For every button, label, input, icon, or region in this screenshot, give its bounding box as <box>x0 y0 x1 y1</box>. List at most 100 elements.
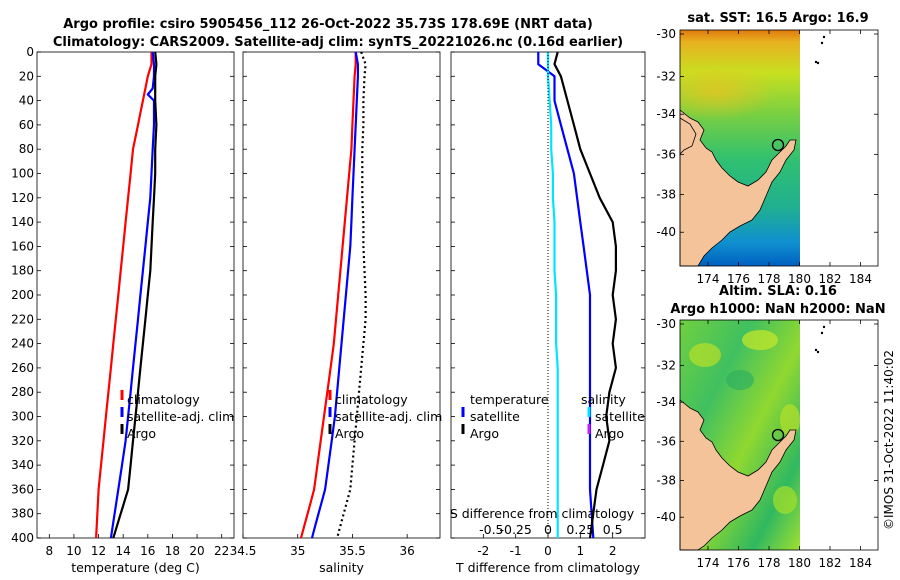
legend-label: satellite-adj. clim <box>127 409 234 424</box>
map-y-tick-label: -40 <box>656 225 676 239</box>
map-x-tick-label: 184 <box>849 556 872 570</box>
legend-title-salinity: salinity <box>581 392 626 407</box>
map-y-tick-label: -38 <box>656 473 676 487</box>
map2-frame <box>679 319 879 551</box>
series-satellite-adj-clim <box>310 51 359 539</box>
legend-label: satellite-adj. clim <box>335 409 442 424</box>
map-y-tick-label: -40 <box>656 510 676 524</box>
x-tick-label: 36 <box>400 544 415 558</box>
panel-2: -2 -1 0 1 2 T difference from climatology temp… <box>450 51 646 575</box>
y-tick-label: 200 <box>11 288 34 302</box>
map-y-tick-label: -30 <box>656 317 676 331</box>
map-x-tick-label: 180 <box>788 556 811 570</box>
island-dot <box>822 35 826 39</box>
x-tick-label: 18 <box>165 544 180 558</box>
x-tick-label: 1 <box>577 544 585 558</box>
sst-map <box>679 29 879 267</box>
s-tick-label: 0 <box>544 522 552 537</box>
axes-frame <box>36 51 235 539</box>
s-tick-label: 0.25 <box>566 522 594 537</box>
series-climatology <box>299 52 357 539</box>
y-tick-label: 220 <box>11 312 34 326</box>
series-s-satellite <box>546 52 559 538</box>
legend-label: Argo <box>470 426 499 441</box>
sla-patch <box>773 486 797 514</box>
sla-patch <box>742 330 778 350</box>
map-x-tick-label: 176 <box>727 556 750 570</box>
argo-location-marker <box>771 428 785 442</box>
series-argo <box>336 51 367 539</box>
map-x-tick-label: 180 <box>788 272 811 286</box>
map2-title-line1: Altim. SLA: 0.16 <box>719 284 837 299</box>
imos-credit: ©IMOS 31-Oct-2022 11:40:02 <box>882 350 896 530</box>
y-tick-label: 340 <box>11 458 34 472</box>
map-y-tick-label: -36 <box>656 434 676 448</box>
x-tick-label: 0 <box>544 544 552 558</box>
map-y-tick-label: -38 <box>656 187 676 201</box>
axes-frame <box>242 51 441 539</box>
main-title-line2: Climatology: CARS2009. Satellite-adj cli… <box>53 35 623 50</box>
s-tick-label: -0.25 <box>499 522 531 537</box>
map-y-tick-label: -32 <box>656 358 676 372</box>
nz-north-island <box>679 399 797 551</box>
map1-title: sat. SST: 16.5 Argo: 16.9 <box>687 11 868 26</box>
y-tick-label: 260 <box>11 361 34 375</box>
series-t-argo <box>553 51 618 539</box>
island-dot <box>822 325 826 329</box>
legend-label: satellite <box>470 409 520 424</box>
map-x-tick-label: 178 <box>758 556 781 570</box>
map-x-tick-label: 178 <box>758 272 781 286</box>
x-tick-label: 34.5 <box>230 544 257 558</box>
x-axis-label: salinity <box>319 560 364 575</box>
island-dot <box>814 60 818 64</box>
island-dot <box>816 350 820 354</box>
x-tick-label: 8 <box>45 544 53 558</box>
x-tick-label: 20 <box>189 544 204 558</box>
main-title-line1: Argo profile: csiro 5905456_112 26-Oct-2… <box>63 17 593 32</box>
y-tick-label: 360 <box>11 482 34 496</box>
nz-north-island <box>679 109 797 267</box>
island-dot <box>816 61 820 65</box>
series-climatology <box>95 52 153 539</box>
series-t-satellite <box>537 52 595 539</box>
map-x-tick-label: 182 <box>819 556 842 570</box>
y-tick-label: 280 <box>11 385 34 399</box>
y-tick-label: 80 <box>19 142 34 156</box>
island-dot <box>820 41 824 45</box>
x-tick-label: 2 <box>609 544 617 558</box>
x-axis-label: temperature (deg C) <box>71 560 200 575</box>
sla-patch <box>726 370 754 390</box>
y-tick-label: 300 <box>11 410 34 424</box>
legend-label: satellite <box>595 409 645 424</box>
map-y-tick-label: -36 <box>656 147 676 161</box>
x-tick-label: -1 <box>510 544 522 558</box>
x-tick-label: -2 <box>477 544 489 558</box>
map-y-tick-label: -32 <box>656 69 676 83</box>
x-tick-label: 35 <box>290 544 305 558</box>
series-argo <box>112 51 158 539</box>
y-tick-label: 400 <box>11 531 34 545</box>
sla-map <box>679 319 879 551</box>
sla-patch <box>689 343 721 367</box>
y-tick-label: 180 <box>11 264 34 278</box>
map-x-tick-label: 174 <box>697 272 720 286</box>
x-tick-label: 14 <box>116 544 131 558</box>
y-tick-label: 320 <box>11 434 34 448</box>
y-tick-label: 40 <box>19 94 34 108</box>
y-tick-label: 380 <box>11 507 34 521</box>
x-tick-label: 35.5 <box>339 544 366 558</box>
map-y-tick-label: -34 <box>656 107 676 121</box>
sla-patch <box>780 404 800 436</box>
series-satellite-adj-clim <box>109 51 156 539</box>
x-tick-label: 12 <box>91 544 106 558</box>
x-tick-label: 16 <box>140 544 155 558</box>
legend-label: Argo <box>595 426 624 441</box>
legend-label: Argo <box>335 426 364 441</box>
island-dot <box>814 348 818 352</box>
legend-label: climatology <box>127 392 200 407</box>
legend-title-temperature: temperature <box>470 392 549 407</box>
panel-0: 0 20 40 60 80 100 120 140 160 180 200 220 240 260 280 3… <box>11 45 235 575</box>
legend-label: Argo <box>127 426 156 441</box>
map-x-tick-label: 174 <box>697 556 720 570</box>
y-tick-label: 20 <box>19 69 34 83</box>
